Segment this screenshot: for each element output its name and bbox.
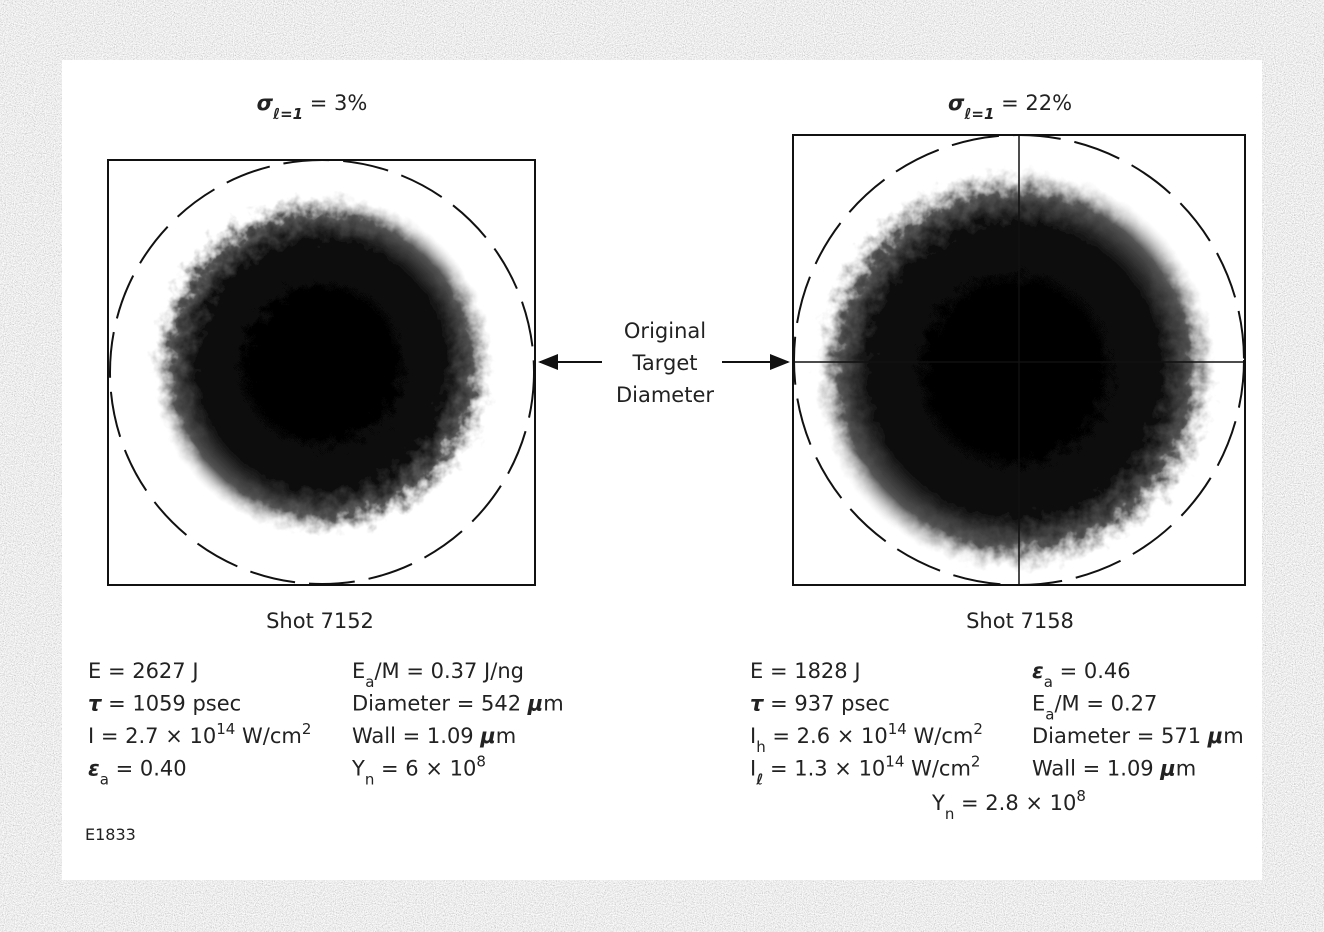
text-run: μ [1207,724,1223,748]
parameter: τ = 1059 psec [88,692,241,716]
arrow-label: Diameter [616,383,714,407]
text-run: ε [1032,659,1044,683]
text-run: = 22% [994,91,1072,115]
text-run: E = 1828 J [750,659,861,683]
superscript: 14 [216,720,235,738]
text-run: μ [1159,757,1175,781]
text-run: Y [351,757,365,781]
figure-id: E1833 [85,825,136,844]
parameter: E = 2627 J [88,659,199,683]
text-run: E = 2627 J [88,659,199,683]
superscript: 14 [888,720,907,738]
text-run: = 3% [303,91,367,115]
parameter: Wall = 1.09 μm [1032,757,1196,781]
target-image [815,170,1215,570]
subscript: a [365,673,374,691]
superscript: 14 [885,753,904,771]
shot-label: Shot 7152 [266,609,374,633]
text-run: = 0.46 [1053,659,1131,683]
text-run: m [1176,757,1196,781]
text-run: Y [931,791,945,815]
target-image [152,195,492,535]
text-run: W/cm [907,724,974,748]
subscript: ℓ=1 [272,105,303,123]
text-run: E [1032,692,1045,716]
text-run: m [543,692,563,716]
text-run: = 1059 psec [101,692,241,716]
superscript: 8 [1076,787,1086,805]
superscript: 2 [973,720,983,738]
text-run: Wall = 1.09 [352,724,480,748]
parameter: I = 2.7 × 1014 W/cm2 [88,720,311,748]
arrow-label: Original [624,319,706,343]
parameter: Diameter = 571 μm [1032,724,1244,748]
parameter: Wall = 1.09 μm [352,724,516,748]
text-run: σ [948,91,965,115]
parameter: Diameter = 542 μm [352,692,564,716]
text-run: = 1.3 × 10 [763,757,885,781]
text-run: σ [257,91,274,115]
text-run: = 2.6 × 10 [766,724,888,748]
subscript: h [756,738,766,756]
superscript: 8 [476,753,486,771]
subscript: ℓ=1 [963,105,994,123]
parameter: E = 1828 J [750,659,861,683]
text-run: τ [750,692,764,716]
text-run: I = 2.7 × 10 [88,724,216,748]
figure: OriginalTargetDiameterσℓ=1 = 3%Shot 7152… [0,0,1324,932]
subscript: n [365,771,375,789]
subscript: a [1044,673,1053,691]
text-run: μ [527,692,543,716]
subscript: a [1045,706,1054,724]
text-run: /M = 0.27 [1054,692,1157,716]
superscript: 2 [971,753,981,771]
shot-label: Shot 7158 [966,609,1074,633]
text-run: = 2.8 × 10 [954,791,1076,815]
subscript: ℓ [755,771,763,789]
text-run: ε [88,757,100,781]
text-run: W/cm [904,757,971,781]
text-run: m [496,724,516,748]
subscript: a [100,771,109,789]
text-run: Diameter = 571 [1032,724,1208,748]
text-run: = 937 psec [763,692,889,716]
text-run: E [352,659,365,683]
text-run: μ [479,724,495,748]
text-run: /M = 0.37 J/ng [374,659,523,683]
text-run: = 6 × 10 [374,757,476,781]
text-run: W/cm [235,724,302,748]
superscript: 2 [302,720,312,738]
text-run: Diameter = 542 [352,692,528,716]
text-run: m [1223,724,1243,748]
text-run: = 0.40 [109,757,187,781]
parameter: τ = 937 psec [750,692,890,716]
text-run: τ [88,692,102,716]
subscript: n [945,805,955,823]
text-run: Wall = 1.09 [1032,757,1160,781]
arrow-label: Target [632,351,698,375]
